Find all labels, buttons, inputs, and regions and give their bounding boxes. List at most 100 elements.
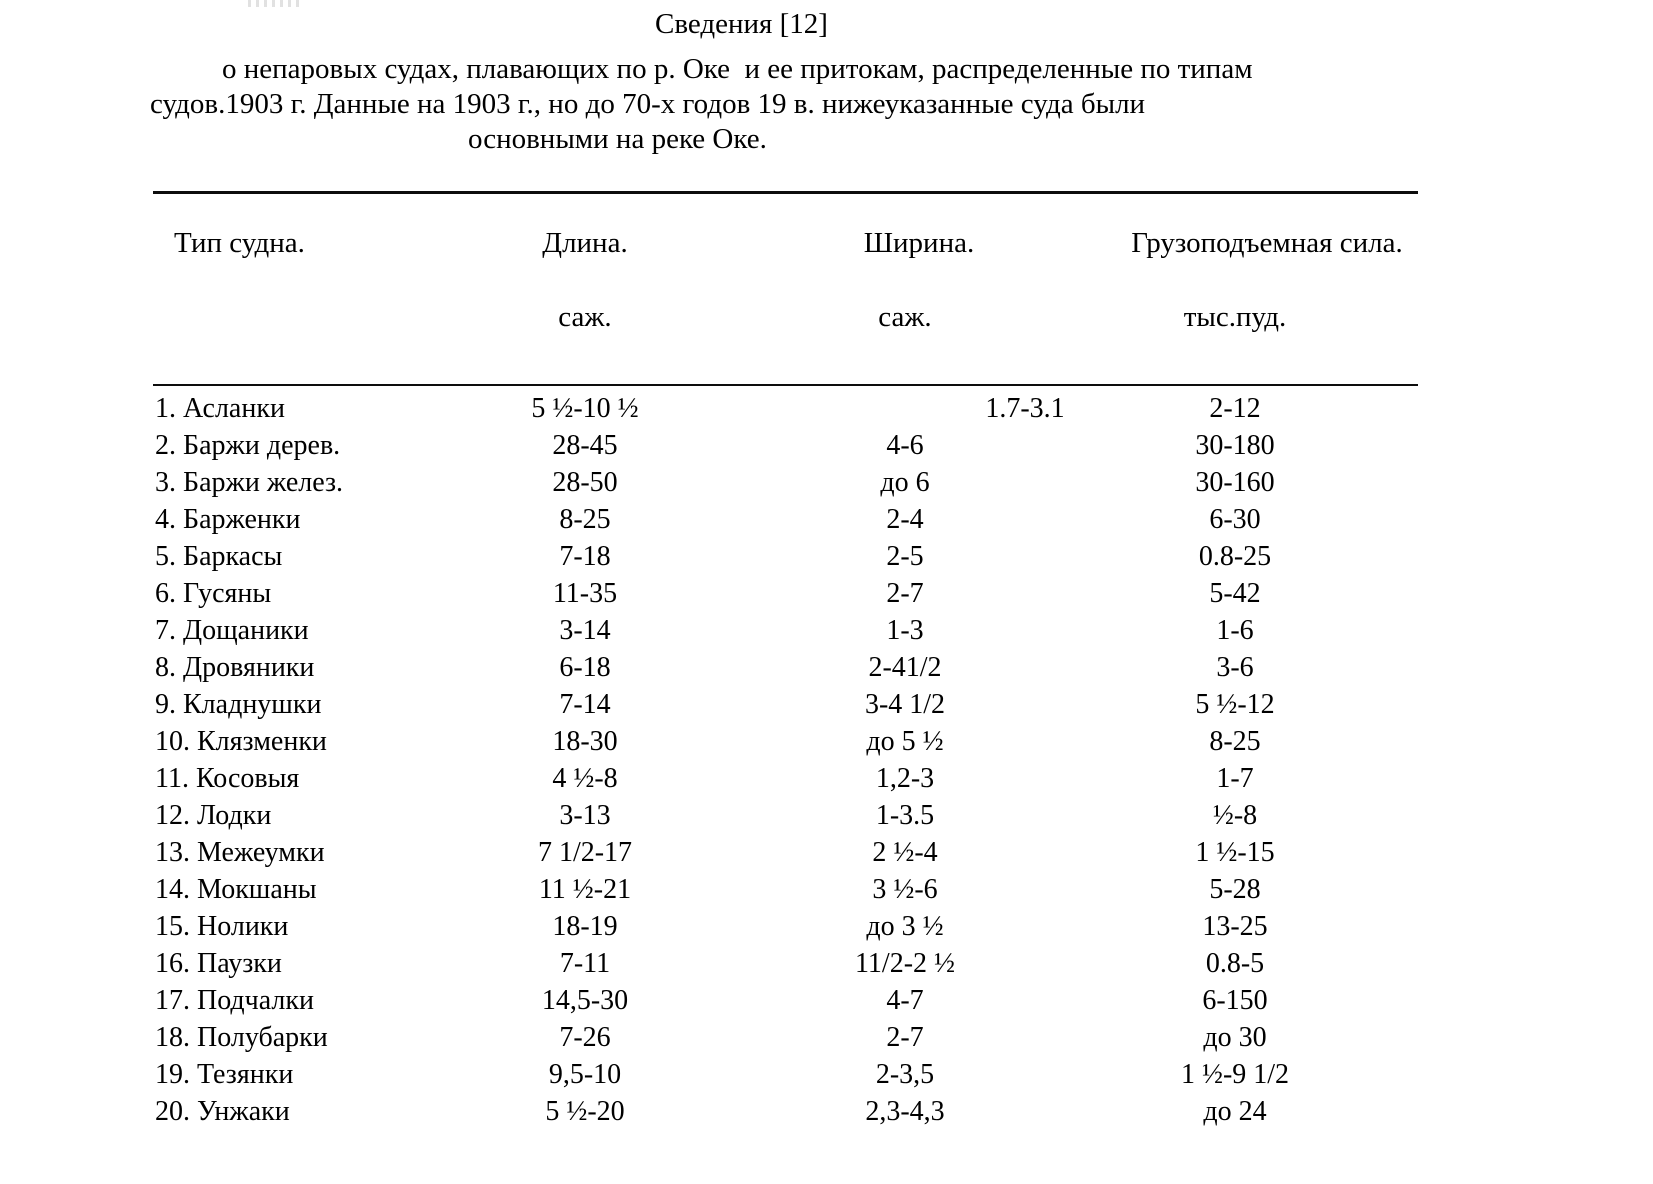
vessel-capacity-value: 30-180 [1195, 429, 1275, 461]
vessel-type-label: 1. Асланки [155, 392, 285, 424]
table-row: 12. Лодки 3-13 1-3.5 ½-8 [150, 797, 1340, 834]
vessel-capacity-value: до 24 [1203, 1095, 1267, 1127]
vessel-capacity-value: 6-150 [1202, 984, 1268, 1016]
table-header-row: Тип судна. Длина. Ширина. Грузоподъемная… [150, 224, 1403, 262]
vessel-type-label: 20. Унжаки [155, 1095, 290, 1127]
vessel-width-value: 4-6 [886, 429, 924, 461]
vessel-width-value: 2,3-4,3 [865, 1095, 945, 1127]
vessel-capacity-value: 5-42 [1209, 577, 1261, 609]
table-units-row: саж. саж. тыс.пуд. [150, 298, 1340, 336]
vessel-capacity-value: 0.8-25 [1198, 540, 1272, 572]
vessel-width-value: до 6 [880, 466, 930, 498]
vessel-type-label: 19. Тезянки [155, 1058, 294, 1090]
vessel-capacity-value: ½-8 [1212, 799, 1258, 831]
table-row: 8. Дровяники 6-18 2-41/2 3-6 [150, 649, 1340, 686]
column-header-capacity: Грузоподъемная сила. [1131, 227, 1403, 259]
vessel-table-body: 1. Асланки 5 ½-10 ½ 1.7-3.1 2-12 2. Баржи де… [150, 390, 1340, 1130]
vessel-capacity-value: 13-25 [1202, 910, 1268, 942]
title-text-line: основными на реке Оке. [468, 123, 767, 155]
table-row: 9. Кладнушки 7-14 3-4 1/2 5 ½-12 [150, 686, 1340, 723]
vessel-width-value: 3 ½-6 [872, 873, 938, 905]
title-text-line: о непаровых судах, плавающих по р. Оке и… [222, 53, 1253, 85]
vessel-capacity-value: 6-30 [1209, 503, 1261, 535]
vessel-length-value: 6-18 [559, 651, 611, 683]
unit-empty-cell [150, 298, 490, 336]
table-row: 4. Барженки 8-25 2-4 6-30 [150, 501, 1340, 538]
table-row: 15. Нолики 18-19 до 3 ½ 13-25 [150, 908, 1340, 945]
vessel-length-value: 5 ½-10 ½ [531, 392, 639, 424]
table-row: 5. Баркасы 7-18 2-5 0.8-25 [150, 538, 1340, 575]
vessel-capacity-value: 0.8-5 [1205, 947, 1265, 979]
title-text-line: судов.1903 г. Данные на 1903 г., но до 7… [150, 88, 1146, 120]
vessel-width-value: 11/2-2 ½ [854, 947, 956, 979]
column-header-width: Ширина. [863, 227, 975, 259]
vessel-width-value: 4-7 [886, 984, 924, 1016]
vessel-width-value: 1.7-3.1 [985, 392, 1065, 424]
vessel-capacity-value: 5 ½-12 [1195, 688, 1275, 720]
vessel-type-label: 8. Дровяники [155, 651, 315, 683]
vessel-width-value: до 3 ½ [866, 910, 944, 942]
vessel-type-label: 7. Дощаники [155, 614, 309, 646]
vessel-type-label: 14. Мокшаны [155, 873, 317, 905]
table-row: 7. Дощаники 3-14 1-3 1-6 [150, 612, 1340, 649]
unit-capacity: тыс.пуд. [1183, 301, 1287, 333]
vessel-capacity-value: 5-28 [1209, 873, 1261, 905]
vessel-type-label: 6. Гусяны [155, 577, 272, 609]
table-row: 20. Унжаки 5 ½-20 2,3-4,3 до 24 [150, 1093, 1340, 1130]
vessel-type-label: 16. Паузки [155, 947, 282, 979]
unit-width: саж. [878, 301, 932, 333]
vessel-width-value: 1-3.5 [875, 799, 935, 831]
vessel-width-value: 3-4 1/2 [864, 688, 946, 720]
table-row: 11. Косовыя 4 ½-8 1,2-3 1-7 [150, 760, 1340, 797]
vessel-length-value: 3-13 [559, 799, 611, 831]
table-row: 16. Паузки 7-11 11/2-2 ½ 0.8-5 [150, 945, 1340, 982]
vessel-capacity-value: 8-25 [1209, 725, 1261, 757]
vessel-length-value: 14,5-30 [541, 984, 629, 1016]
vessel-length-value: 28-45 [552, 429, 618, 461]
vessel-type-label: 17. Подчалки [155, 984, 314, 1016]
vessel-type-label: 5. Баркасы [155, 540, 283, 572]
vessel-capacity-value: 3-6 [1216, 651, 1254, 683]
vessel-type-label: 4. Барженки [155, 503, 301, 535]
vessel-length-value: 7-11 [559, 947, 611, 979]
vessel-length-value: 7-14 [559, 688, 611, 720]
vessel-width-value: 2 ½-4 [872, 836, 938, 868]
cropped-text-fragment [248, 0, 304, 7]
column-header-vessel-type: Тип судна. [174, 227, 305, 259]
vessel-width-value: 2-7 [886, 1021, 924, 1053]
vessel-capacity-value: 2-12 [1209, 392, 1261, 424]
table-header-rule [153, 384, 1418, 386]
vessel-type-label: 10. Клязменки [155, 725, 327, 757]
table-row: 14. Мокшаны 11 ½-21 3 ½-6 5-28 [150, 871, 1340, 908]
vessel-length-value: 3-14 [559, 614, 611, 646]
unit-length: саж. [558, 301, 612, 333]
vessel-capacity-value: 30-160 [1195, 466, 1275, 498]
table-top-rule [153, 191, 1418, 194]
table-row: 19. Тезянки 9,5-10 2-3,5 1 ½-9 1/2 [150, 1056, 1340, 1093]
vessel-length-value: 11-35 [552, 577, 618, 609]
table-row: 10. Клязменки 18-30 до 5 ½ 8-25 [150, 723, 1340, 760]
table-row: 2. Баржи дерев. 28-45 4-6 30-180 [150, 427, 1340, 464]
vessel-length-value: 28-50 [552, 466, 618, 498]
vessel-length-value: 5 ½-20 [545, 1095, 625, 1127]
vessel-type-label: 15. Нолики [155, 910, 289, 942]
vessel-width-value: 2-41/2 [868, 651, 942, 683]
vessel-capacity-value: 1 ½-15 [1195, 836, 1275, 868]
vessel-width-value: до 5 ½ [866, 725, 944, 757]
vessel-width-value: 2-7 [886, 577, 924, 609]
vessel-type-label: 3. Баржи желез. [155, 466, 344, 498]
vessel-type-label: 11. Косовыя [155, 762, 300, 794]
column-header-length: Длина. [542, 227, 628, 259]
vessel-capacity-value: до 30 [1203, 1021, 1267, 1053]
vessel-width-value: 1-3 [886, 614, 924, 646]
vessel-length-value: 7-18 [559, 540, 611, 572]
vessel-capacity-value: 1-7 [1216, 762, 1254, 794]
vessel-type-label: 12. Лодки [155, 799, 272, 831]
vessel-length-value: 9,5-10 [548, 1058, 622, 1090]
vessel-width-value: 2-4 [886, 503, 924, 535]
vessel-type-label: 2. Баржи дерев. [155, 429, 341, 461]
vessel-width-value: 2-3,5 [875, 1058, 935, 1090]
vessel-length-value: 11 ½-21 [538, 873, 632, 905]
vessel-length-value: 7-26 [559, 1021, 611, 1053]
